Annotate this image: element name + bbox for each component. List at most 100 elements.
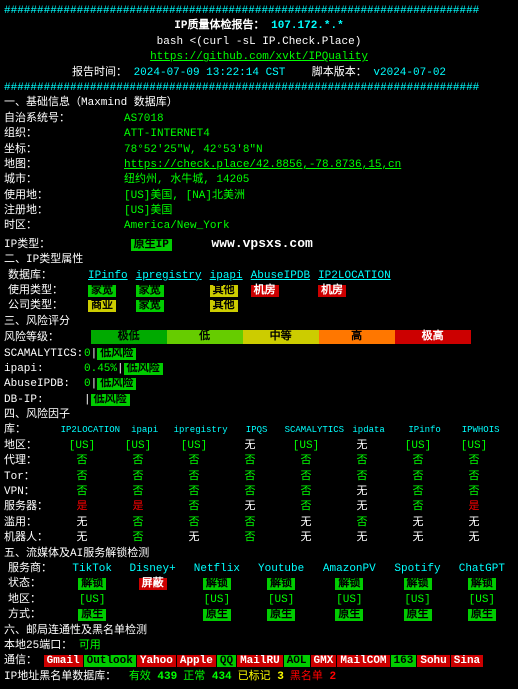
s4-cell: 无 bbox=[446, 516, 502, 531]
s4-cell: 否 bbox=[278, 470, 334, 485]
s5-mode: 原生 bbox=[404, 609, 432, 621]
risk-row-label: SCAMALYTICS: bbox=[4, 347, 84, 362]
risk-row-label: DB-IP: bbox=[4, 393, 84, 408]
s4-db-label: 库： bbox=[4, 423, 54, 438]
s4-cell: 否 bbox=[54, 470, 110, 485]
s5-status: 解锁 bbox=[404, 578, 432, 590]
s4-db-header: IPWHOIS bbox=[453, 424, 509, 437]
mail-provider: GMX bbox=[311, 655, 337, 667]
s4-cell: [US] bbox=[110, 439, 166, 454]
bl-label: 黑名单 bbox=[290, 671, 323, 683]
tz-label: 时区： bbox=[4, 219, 124, 234]
mail-provider: Sohu bbox=[417, 655, 449, 667]
s4-db-header: IPQS bbox=[229, 424, 285, 437]
s5-mode: 原生 bbox=[335, 609, 363, 621]
report-title: IP质量体检报告： bbox=[174, 20, 264, 32]
s4-cell: 无 bbox=[334, 439, 390, 454]
section6-title: 六、邮局连通性及黑名单检测 bbox=[4, 624, 514, 639]
bash-cmd: bash <(curl -sL IP.Check.Place) bbox=[4, 35, 514, 50]
db-0: IPinfo bbox=[84, 269, 132, 284]
s5-mode: 原生 bbox=[78, 609, 106, 621]
db-4: IP2LOCATION bbox=[314, 269, 395, 284]
s4-cell: [US] bbox=[390, 439, 446, 454]
s5-status: 解锁 bbox=[78, 578, 106, 590]
db-label: 数据库： bbox=[4, 269, 84, 284]
mail-provider: Yahoo bbox=[137, 655, 176, 667]
port-val: 可用 bbox=[79, 640, 101, 652]
s5-region bbox=[120, 593, 184, 608]
s5-region: [US] bbox=[249, 593, 313, 608]
risk-seg-3: 中等 bbox=[243, 330, 319, 344]
s4-cell: 无 bbox=[166, 531, 222, 546]
report-meta: 报告时间： 2024-07-09 13:22:14 CST 脚本版本： v202… bbox=[4, 66, 514, 81]
mail-provider: MailRU bbox=[237, 655, 283, 667]
reg-val: [US]美国 bbox=[124, 205, 172, 217]
coord-label: 坐标： bbox=[4, 143, 124, 158]
s5-status: 解锁 bbox=[335, 578, 363, 590]
github-link-row: https://github.com/xvkt/IPQuality bbox=[4, 50, 514, 65]
s5-svc-label: 服务商： bbox=[4, 562, 64, 577]
section3-title: 三、风险评分 bbox=[4, 315, 514, 330]
section5-title: 五、流媒体及AI服务解锁检测 bbox=[4, 547, 514, 562]
s5-region: [US] bbox=[185, 593, 249, 608]
section2-table: 数据库： IPinfo ipregistry ipapi AbuseIPDB I… bbox=[4, 269, 395, 315]
usage-0: 家宽 bbox=[88, 285, 116, 297]
s4-cell: 否 bbox=[110, 454, 166, 469]
risk-seg-1: 极低 bbox=[91, 330, 167, 344]
mail-provider: AOL bbox=[284, 655, 310, 667]
github-link[interactable]: https://github.com/xvkt/IPQuality bbox=[150, 51, 368, 63]
s4-cell: 否 bbox=[222, 454, 278, 469]
s4-cell: 是 bbox=[446, 500, 502, 515]
report-time: 2024-07-09 13:22:14 CST bbox=[134, 67, 286, 79]
risk-row-risk: 低风险 bbox=[97, 378, 136, 390]
s4-cell: 否 bbox=[278, 485, 334, 500]
s4-cell: 否 bbox=[278, 454, 334, 469]
s4-cell: 无 bbox=[334, 485, 390, 500]
port-label: 本地25端口： bbox=[4, 640, 72, 652]
script-ver-label: 脚本版本： bbox=[312, 67, 367, 79]
s4-db-header: IP2LOCATION bbox=[61, 424, 117, 437]
s4-cell: 否 bbox=[166, 470, 222, 485]
s4-cell: 无 bbox=[222, 500, 278, 515]
map-url[interactable]: https://check.place/42.8856,-78.8736,15,… bbox=[124, 159, 401, 171]
s4-row-label: Tor： bbox=[4, 470, 54, 485]
risk-row-val: 0 bbox=[84, 348, 91, 360]
s4-db-header: ipdata bbox=[341, 424, 397, 437]
s4-cell: 否 bbox=[390, 470, 446, 485]
bl-val: 434 bbox=[212, 671, 232, 683]
bl-label: 已标记 bbox=[238, 671, 271, 683]
asn-label: 自治系统号： bbox=[4, 112, 124, 127]
s4-cell: 是 bbox=[110, 500, 166, 515]
bl-val: 439 bbox=[157, 671, 177, 683]
risk-row-risk: 低风险 bbox=[97, 348, 136, 360]
s4-cell: [US] bbox=[166, 439, 222, 454]
risk-row-label: AbuseIPDB: bbox=[4, 377, 84, 392]
s4-cell: 无 bbox=[390, 516, 446, 531]
bl-val: 3 bbox=[277, 671, 284, 683]
header-title-row: IP质量体检报告： 107.172.*.* bbox=[4, 19, 514, 34]
s4-cell: 否 bbox=[390, 500, 446, 515]
s4-cell: 否 bbox=[54, 454, 110, 469]
org-val: ATT-INTERNET4 bbox=[124, 128, 210, 140]
s5-mode: 原生 bbox=[468, 609, 496, 621]
s4-cell: [US] bbox=[446, 439, 502, 454]
risk-bar: 极低 低 中等 高 极高 bbox=[91, 330, 471, 344]
s4-cell: 否 bbox=[222, 470, 278, 485]
s4-cell: 否 bbox=[110, 470, 166, 485]
iptype-val: 原生IP bbox=[131, 239, 172, 251]
s5-svc: AmazonPV bbox=[313, 562, 385, 577]
mail-provider: Sina bbox=[451, 655, 483, 667]
company-2: 其他 bbox=[210, 300, 238, 312]
bl-label: 有效 bbox=[129, 671, 151, 683]
s5-region: [US] bbox=[64, 593, 120, 608]
s5-status: 解锁 bbox=[203, 578, 231, 590]
s4-cell: 否 bbox=[446, 470, 502, 485]
use-val: [US]美国, [NA]北美洲 bbox=[124, 190, 245, 202]
s4-cell: 否 bbox=[334, 516, 390, 531]
mail-provider: Outlook bbox=[84, 655, 136, 667]
s4-cell: 否 bbox=[278, 500, 334, 515]
mail-provider: MailCOM bbox=[337, 655, 389, 667]
s4-cell: 否 bbox=[166, 500, 222, 515]
divider-mid: ########################################… bbox=[4, 81, 514, 96]
s4-cell: 无 bbox=[390, 531, 446, 546]
